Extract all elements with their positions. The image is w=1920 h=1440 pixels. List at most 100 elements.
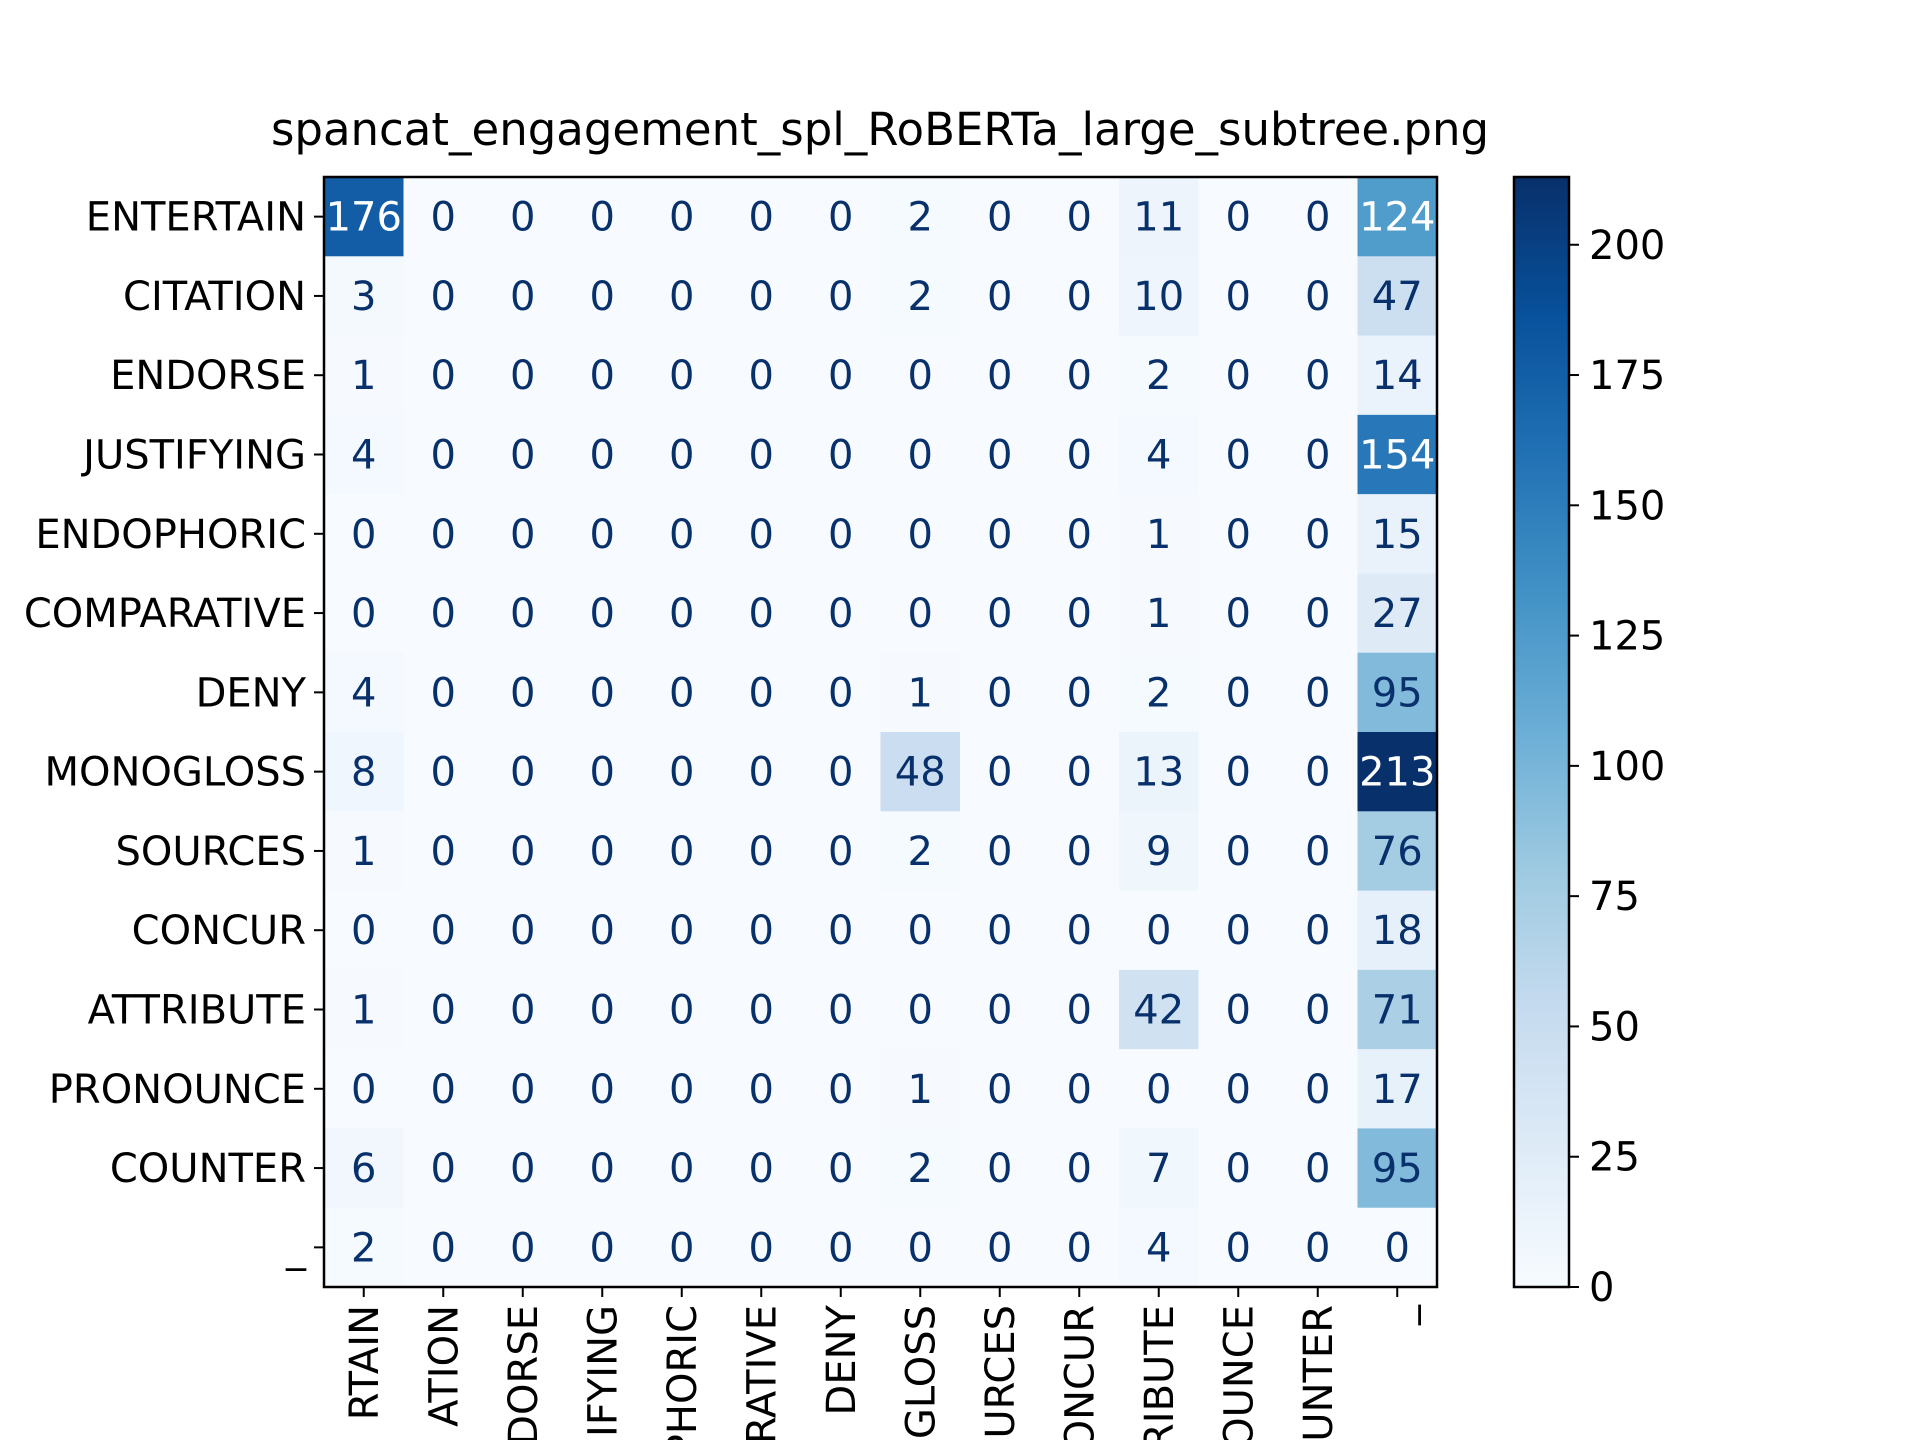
cell-value-label: 0 [828, 195, 853, 241]
heatmap-cell [1357, 969, 1438, 1050]
cell-value-label: 13 [1133, 750, 1184, 796]
cell-value-label: 2 [908, 1146, 933, 1192]
cell-value-label: 0 [1226, 908, 1251, 954]
cell-value-label: 0 [1305, 908, 1330, 954]
cell-value-label: 0 [510, 988, 535, 1034]
heatmap-cell [562, 414, 643, 495]
heatmap-cell [562, 573, 643, 654]
heatmap-cell [801, 1049, 882, 1130]
heatmap-cell [1278, 1207, 1359, 1288]
heatmap-cell [483, 1049, 564, 1130]
cell-value-label: 4 [1146, 1225, 1171, 1271]
cell-value-label: 1 [351, 829, 376, 875]
cell-value-label: 0 [987, 1146, 1012, 1192]
heatmap-cell [1039, 335, 1120, 416]
colorbar-tick-label: 175 [1589, 353, 1665, 399]
y-tick-label: JUSTIFYING [80, 433, 306, 479]
heatmap-cell [1198, 177, 1279, 257]
heatmap-cell [403, 732, 484, 812]
heatmap-cell [801, 414, 882, 495]
heatmap-cell [1198, 890, 1279, 971]
heatmap-cell [880, 652, 961, 733]
cell-value-label: 2 [908, 195, 933, 241]
heatmap-cell [801, 494, 882, 575]
cell-value-label: 0 [669, 433, 694, 479]
heatmap-cell [642, 652, 723, 733]
heatmap-cell [1198, 335, 1279, 416]
cell-value-label: 0 [828, 353, 853, 399]
cell-value-label: 76 [1372, 829, 1423, 875]
cell-value-label: 0 [987, 512, 1012, 558]
x-tick-label: DENY [819, 1304, 865, 1415]
x-tick-label: IFYING [580, 1305, 626, 1437]
heatmap-cell [642, 1207, 723, 1288]
cell-value-label: 0 [431, 1146, 456, 1192]
heatmap-cell [880, 811, 961, 892]
heatmap-cell [324, 573, 405, 654]
heatmap-cell [1278, 1049, 1359, 1130]
cell-value-label: 0 [590, 195, 615, 241]
cell-value-label: 176 [326, 195, 402, 241]
heatmap-cell [324, 414, 405, 495]
heatmap-cell [562, 177, 643, 257]
heatmap-cell [483, 256, 564, 337]
y-tick-label: PRONOUNCE [49, 1067, 306, 1113]
cell-value-label: 0 [510, 670, 535, 716]
heatmap-cell [403, 652, 484, 733]
cell-value-label: 0 [1067, 353, 1092, 399]
heatmap-cell [324, 1049, 405, 1130]
heatmap-cell [483, 1207, 564, 1288]
cell-value-label: 0 [987, 988, 1012, 1034]
cell-value-label: 0 [987, 908, 1012, 954]
colorbar-tick-label: 75 [1589, 874, 1640, 920]
cell-value-label: 0 [908, 433, 933, 479]
x-tick-label: ONCUR [1057, 1305, 1103, 1440]
heatmap-cell [642, 969, 723, 1050]
cell-value-label: 0 [510, 433, 535, 479]
cell-value-label: 0 [590, 829, 615, 875]
heatmap-cell [1119, 1207, 1200, 1288]
cell-value-label: 0 [669, 829, 694, 875]
cell-value-label: 0 [749, 1067, 774, 1113]
heatmap-cell [1278, 256, 1359, 337]
cell-value-label: 0 [590, 1067, 615, 1113]
cell-value-label: 11 [1133, 195, 1184, 241]
cell-value-label: 0 [1305, 1067, 1330, 1113]
heatmap-cell [1039, 177, 1120, 257]
cell-value-label: 47 [1372, 274, 1423, 320]
x-tick-label: ATION [421, 1305, 467, 1427]
cell-value-label: 95 [1372, 1146, 1423, 1192]
heatmap-cell [1357, 1128, 1438, 1209]
heatmap-cell [721, 890, 802, 971]
cell-value-label: 0 [1305, 829, 1330, 875]
heatmap-cell [483, 1128, 564, 1209]
x-tick-label: GLOSS [898, 1305, 944, 1439]
heatmap-cell [642, 890, 723, 971]
heatmap-cell [1357, 1207, 1438, 1288]
heatmap-cell [801, 1207, 882, 1288]
cell-value-label: 0 [908, 353, 933, 399]
cell-value-label: 0 [987, 1225, 1012, 1271]
cell-value-label: 0 [749, 512, 774, 558]
heatmap-cell [960, 652, 1041, 733]
heatmap-cell [1039, 1207, 1120, 1288]
cell-value-label: 0 [669, 195, 694, 241]
heatmap-cell [1119, 811, 1200, 892]
cell-value-label: 0 [669, 591, 694, 637]
y-tick-label: _ [285, 1225, 307, 1271]
heatmap-cell [1357, 1049, 1438, 1130]
cell-value-label: 213 [1359, 750, 1435, 796]
heatmap-cell [562, 494, 643, 575]
x-tick-label: URCES [978, 1305, 1024, 1439]
heatmap-cell [1119, 256, 1200, 337]
heatmap-cell [801, 811, 882, 892]
cell-value-label: 0 [749, 829, 774, 875]
cell-value-label: 0 [749, 908, 774, 954]
cell-value-label: 0 [908, 908, 933, 954]
cell-value-label: 0 [669, 1067, 694, 1113]
colorbar-tick-label: 0 [1589, 1265, 1614, 1311]
y-tick-label: ENTERTAIN [86, 195, 306, 241]
cell-value-label: 0 [1067, 1067, 1092, 1113]
heatmap-cell [562, 811, 643, 892]
cell-value-label: 0 [1305, 512, 1330, 558]
